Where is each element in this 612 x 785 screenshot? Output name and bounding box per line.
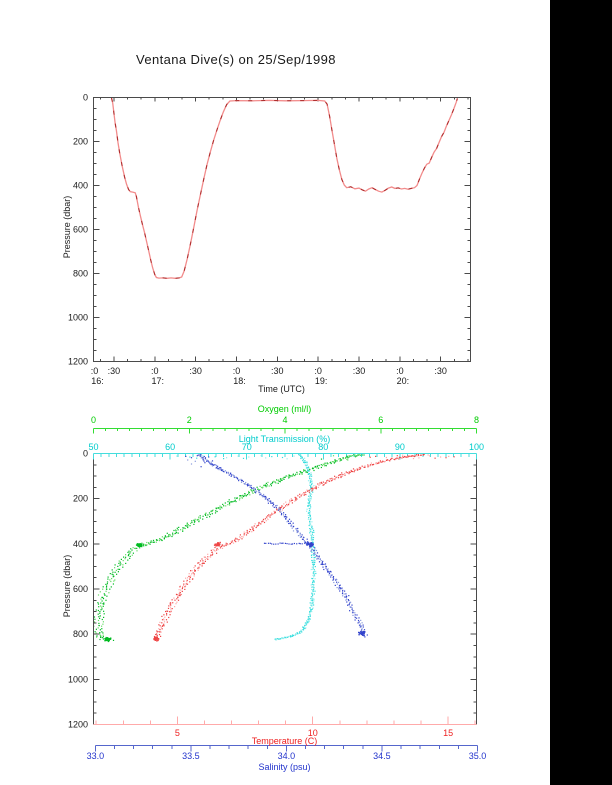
tick-label: 8 [474, 415, 479, 425]
tick-label: 60 [165, 442, 175, 452]
tick-label: :30 [434, 366, 447, 376]
tick-label: 400 [73, 539, 88, 549]
tick-label: 50 [88, 442, 98, 452]
tick-label: 1200 [68, 720, 88, 730]
tick-label: :30 [108, 366, 121, 376]
tick-label: 1200 [68, 357, 88, 367]
tick-label: 100 [469, 442, 484, 452]
profile-scatter-layer [94, 454, 455, 643]
tick-label: 400 [73, 181, 88, 191]
tick-label: 1000 [68, 674, 88, 684]
tick-label: 33.5 [182, 751, 200, 761]
pressure-axis-label-top: Pressure (dbar) [62, 195, 72, 259]
time-axis-label: Time (UTC) [258, 384, 305, 394]
tick-label: :30 [271, 366, 284, 376]
tick-label: 2 [187, 415, 192, 425]
page-title: Ventana Dive(s) on 25/Sep/1998 [136, 52, 336, 67]
tick-label: 600 [73, 225, 88, 235]
tick-label: 800 [73, 269, 88, 279]
light-transmission-profile-dots [176, 454, 317, 641]
tick-label: 0 [91, 415, 96, 425]
light-transmission-axis-label: Light Transmission (%) [238, 434, 331, 444]
tick-label: 4 [282, 415, 287, 425]
tick-label: 200 [73, 494, 88, 504]
tick-label: :0 [91, 366, 99, 376]
tick-label: :0 [314, 366, 322, 376]
tick-label: 15 [443, 728, 453, 738]
tick-label: 80 [318, 442, 328, 452]
pressure-axis-label-bottom: Pressure (dbar) [62, 554, 72, 618]
tick-label: 90 [395, 442, 405, 452]
tick-label: :30 [189, 366, 202, 376]
tick-label: 70 [242, 442, 252, 452]
tick-label: 35.0 [469, 751, 487, 761]
tick-label: :30 [353, 366, 366, 376]
salinity-axis-label: Salinity (psu) [258, 762, 311, 772]
tick-label: 19: [315, 376, 328, 386]
tick-label: 33.0 [87, 751, 105, 761]
tick-label: 17: [152, 376, 165, 386]
tick-label: 5 [175, 728, 180, 738]
tick-label: 20: [397, 376, 410, 386]
tick-label: 600 [73, 584, 88, 594]
tick-label: :0 [151, 366, 159, 376]
tick-label: :0 [233, 366, 241, 376]
tick-label: 16: [91, 376, 104, 386]
temperature-axis-label: Temperature (C) [251, 736, 318, 746]
tick-label: 34.0 [278, 751, 296, 761]
tick-label: 0 [83, 93, 88, 103]
salinity-profile-dots [185, 454, 368, 638]
temperature-profile-dots [153, 454, 455, 642]
tick-label: :0 [396, 366, 404, 376]
right-black-strip [550, 0, 612, 785]
oxygen-profile-dots [94, 454, 365, 643]
dive-depth-profile-curve [110, 98, 459, 279]
tick-label: 0 [83, 449, 88, 459]
tick-label: 800 [73, 629, 88, 639]
tick-label: 34.5 [373, 751, 391, 761]
tick-label: 6 [378, 415, 383, 425]
tick-label: 10 [308, 728, 318, 738]
tick-label: 18: [233, 376, 246, 386]
oxygen-axis-label: Oxygen (ml/l) [257, 404, 312, 414]
tick-label: 1000 [68, 313, 88, 323]
dive-time-plot: 020040060080010001200:016::30:017::30:01… [68, 93, 471, 386]
tick-label: 200 [73, 137, 88, 147]
